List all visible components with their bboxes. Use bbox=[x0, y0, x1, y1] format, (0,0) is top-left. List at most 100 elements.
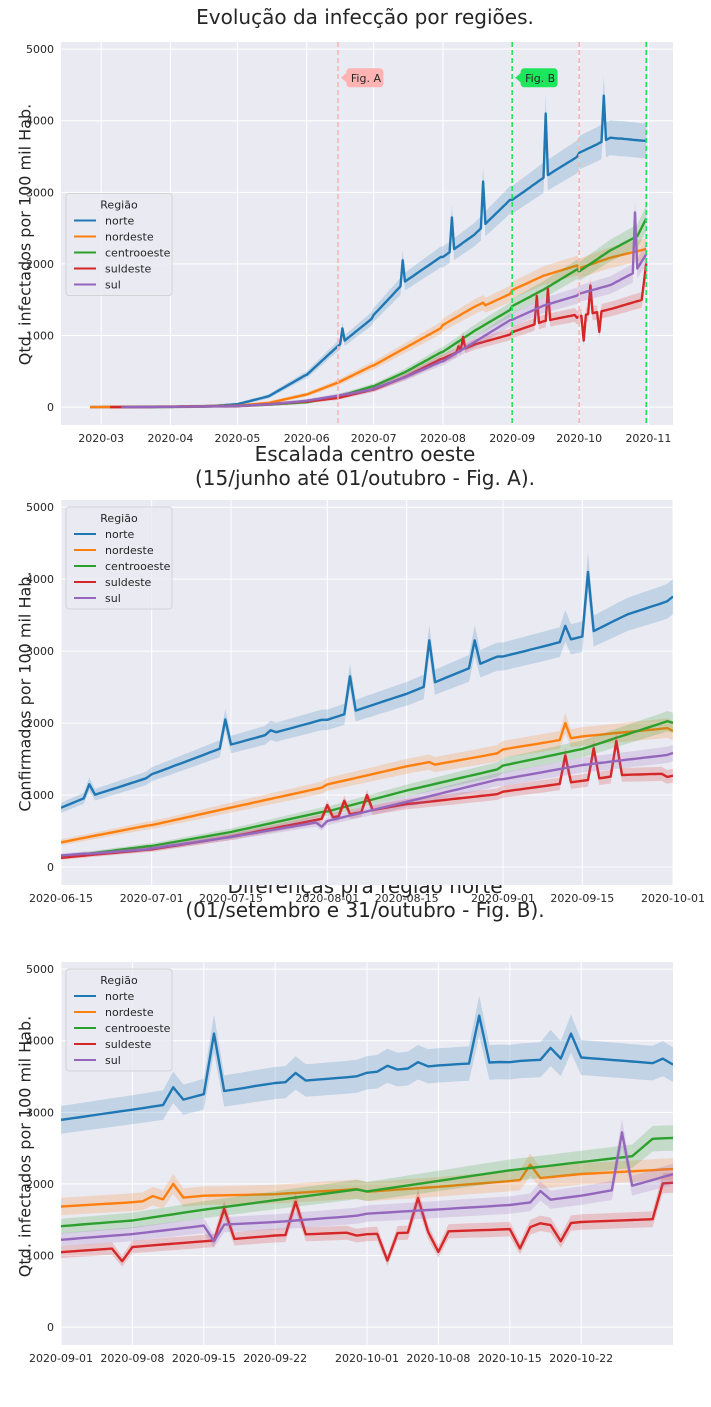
x-tick-label: 2020-10-08 bbox=[406, 1352, 470, 1365]
y-tick-label: 2000 bbox=[26, 258, 54, 271]
legend-label-suldeste: suldeste bbox=[105, 1038, 152, 1051]
annotation-box: Fig. A bbox=[340, 68, 384, 88]
legend-label-nordeste: nordeste bbox=[105, 231, 154, 244]
series-band-suldeste bbox=[61, 1172, 673, 1267]
series-line-norte bbox=[61, 570, 673, 809]
legend-label-sul: sul bbox=[105, 1054, 121, 1067]
x-tick-label: 2020-07 bbox=[351, 432, 397, 445]
y-tick-label: 2000 bbox=[26, 1178, 54, 1191]
legend: Região norte nordeste centrooeste suldeste su… bbox=[65, 506, 173, 610]
legend-frame bbox=[65, 193, 173, 296]
annotation-background bbox=[346, 68, 384, 88]
legend-title: Região bbox=[100, 199, 138, 212]
annotation-pointer bbox=[515, 72, 522, 83]
chart-3: 0 1000 2000 3000 4000 5000 2020-09-01 2020-09-0… bbox=[26, 962, 673, 1365]
series-band-sul bbox=[121, 199, 647, 409]
x-tick-label: 2020-10-01 bbox=[335, 1352, 399, 1365]
series-band-nordeste bbox=[90, 238, 647, 409]
x-tick-label: 2020-09-01 bbox=[29, 1352, 93, 1365]
legend-label-nordeste: nordeste bbox=[105, 544, 154, 557]
annotation-pointer bbox=[340, 72, 347, 83]
series-line-sul bbox=[61, 1131, 673, 1243]
x-tick-label: 2020-09 bbox=[489, 432, 535, 445]
legend-label-norte: norte bbox=[105, 528, 135, 541]
series-band-norte bbox=[61, 552, 673, 813]
y-tick-label: 1000 bbox=[26, 789, 54, 802]
series-band-nordeste bbox=[61, 1153, 673, 1216]
x-tick-label: 2020-04 bbox=[147, 432, 193, 445]
legend-label-sul: sul bbox=[105, 592, 121, 605]
x-tick-label: 2020-08-15 bbox=[375, 892, 439, 905]
annotation-label: Fig. A bbox=[351, 72, 382, 85]
series-band-sul bbox=[61, 744, 673, 858]
annotation-background bbox=[520, 68, 558, 88]
y-tick-label: 1000 bbox=[26, 330, 54, 343]
x-tick-label: 2020-07-01 bbox=[120, 892, 184, 905]
x-tick-label: 2020-08 bbox=[420, 432, 466, 445]
series-line-centrooeste bbox=[61, 1136, 673, 1228]
x-tick-label: 2020-07-15 bbox=[199, 892, 263, 905]
legend-title: Região bbox=[100, 974, 138, 987]
plot-series bbox=[90, 75, 648, 409]
x-tick-label: 2020-10-15 bbox=[478, 1352, 542, 1365]
x-tick-label: 2020-09-15 bbox=[172, 1352, 236, 1365]
y-tick-label: 0 bbox=[47, 861, 54, 874]
y-tick-label: 4000 bbox=[26, 115, 54, 128]
y-tick-label: 5000 bbox=[26, 43, 54, 56]
y-tick-label: 5000 bbox=[26, 501, 54, 514]
legend-label-centrooeste: centrooeste bbox=[105, 247, 171, 260]
legend-label-sul: sul bbox=[105, 279, 121, 292]
y-tick-label: 4000 bbox=[26, 573, 54, 586]
legend-label-norte: norte bbox=[105, 990, 135, 1003]
series-line-sul bbox=[121, 211, 648, 409]
legend-label-centrooeste: centrooeste bbox=[105, 560, 171, 573]
plot-series bbox=[61, 995, 673, 1267]
x-tick-label: 2020-06 bbox=[284, 432, 330, 445]
x-tick-label: 2020-09-01 bbox=[471, 892, 535, 905]
y-tick-label: 0 bbox=[47, 401, 54, 414]
series-line-sul bbox=[61, 751, 673, 857]
series-line-norte bbox=[61, 1014, 673, 1122]
legend: Região norte nordeste centrooeste suldeste su… bbox=[65, 968, 173, 1072]
series-line-suldeste bbox=[61, 1181, 673, 1263]
y-tick-label: 4000 bbox=[26, 1035, 54, 1048]
x-tick-label: 2020-10-01 bbox=[641, 892, 705, 905]
y-tick-label: 3000 bbox=[26, 1106, 54, 1119]
x-tick-label: 2020-05 bbox=[214, 432, 260, 445]
chart-1-title: Evolução da infecção por regiões. bbox=[196, 5, 534, 29]
legend-label-norte: norte bbox=[105, 215, 135, 228]
legend-title: Região bbox=[100, 512, 138, 525]
y-tick-label: 1000 bbox=[26, 1250, 54, 1263]
legend-label-nordeste: nordeste bbox=[105, 1006, 154, 1019]
series-line-centrooeste bbox=[61, 720, 673, 859]
x-tick-label: 2020-10 bbox=[556, 432, 602, 445]
series-line-nordeste bbox=[61, 721, 673, 844]
x-tick-label: 2020-08-01 bbox=[295, 892, 359, 905]
legend-frame bbox=[65, 506, 173, 610]
legend-label-centrooeste: centrooeste bbox=[105, 1022, 171, 1035]
x-tick-label: 2020-09-08 bbox=[100, 1352, 164, 1365]
x-tick-label: 2020-06-15 bbox=[29, 892, 93, 905]
plot-series bbox=[61, 552, 673, 860]
x-tick-label: 2020-10-22 bbox=[549, 1352, 613, 1365]
annotation-box: Fig. B bbox=[515, 68, 558, 88]
legend: Região norte nordeste centrooeste suldeste su… bbox=[65, 193, 173, 296]
chart-1: 0 1000 2000 3000 4000 5000 2020-03 2020-04 2020-… bbox=[26, 42, 673, 445]
chart-3-title: Diferenças pra região norte (01/setembro… bbox=[185, 874, 545, 922]
x-tick-label: 2020-11 bbox=[625, 432, 671, 445]
annotation-label: Fig. B bbox=[525, 72, 555, 85]
chart-2-title: Escalada centro oeste (15/junho até 01/o… bbox=[194, 442, 536, 490]
legend-label-suldeste: suldeste bbox=[105, 263, 152, 276]
series-band-norte bbox=[61, 995, 673, 1134]
y-tick-label: 3000 bbox=[26, 186, 54, 199]
x-tick-label: 2020-09-22 bbox=[243, 1352, 307, 1365]
x-tick-label: 2020-03 bbox=[78, 432, 124, 445]
y-tick-label: 5000 bbox=[26, 963, 54, 976]
y-tick-label: 2000 bbox=[26, 717, 54, 730]
x-tick-label: 2020-09-15 bbox=[550, 892, 614, 905]
chart-2: 0 1000 2000 3000 4000 5000 2020-06-15 2020-07-0… bbox=[26, 500, 705, 905]
y-tick-label: 0 bbox=[47, 1321, 54, 1334]
legend-frame bbox=[65, 968, 173, 1072]
series-band-centrooeste bbox=[61, 1125, 673, 1234]
